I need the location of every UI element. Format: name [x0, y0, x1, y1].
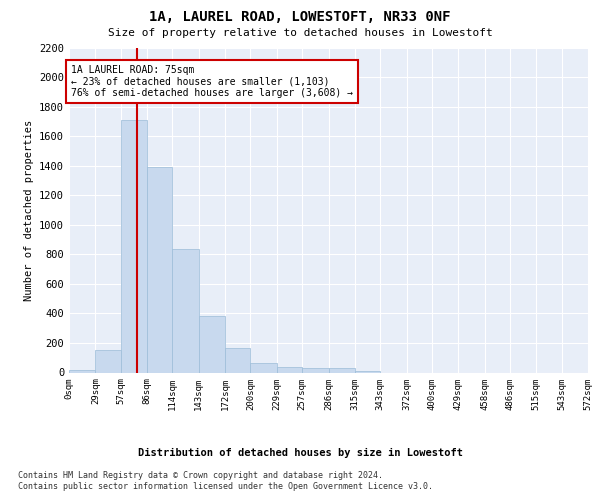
Bar — [277, 368, 302, 372]
Text: Distribution of detached houses by size in Lowestoft: Distribution of detached houses by size … — [137, 448, 463, 458]
Bar — [225, 348, 250, 372]
Bar — [302, 368, 329, 372]
Bar — [69, 370, 95, 372]
Bar — [172, 249, 199, 372]
Bar — [199, 316, 225, 372]
Bar — [147, 167, 172, 372]
Bar — [329, 368, 355, 372]
Bar — [121, 120, 147, 372]
Text: 1A LAUREL ROAD: 75sqm
← 23% of detached houses are smaller (1,103)
76% of semi-d: 1A LAUREL ROAD: 75sqm ← 23% of detached … — [71, 65, 353, 98]
Text: Size of property relative to detached houses in Lowestoft: Size of property relative to detached ho… — [107, 28, 493, 38]
Bar — [95, 350, 121, 372]
Text: Contains public sector information licensed under the Open Government Licence v3: Contains public sector information licen… — [18, 482, 433, 491]
Text: Contains HM Land Registry data © Crown copyright and database right 2024.: Contains HM Land Registry data © Crown c… — [18, 471, 383, 480]
Text: 1A, LAUREL ROAD, LOWESTOFT, NR33 0NF: 1A, LAUREL ROAD, LOWESTOFT, NR33 0NF — [149, 10, 451, 24]
Bar — [250, 363, 277, 372]
Y-axis label: Number of detached properties: Number of detached properties — [23, 120, 34, 300]
